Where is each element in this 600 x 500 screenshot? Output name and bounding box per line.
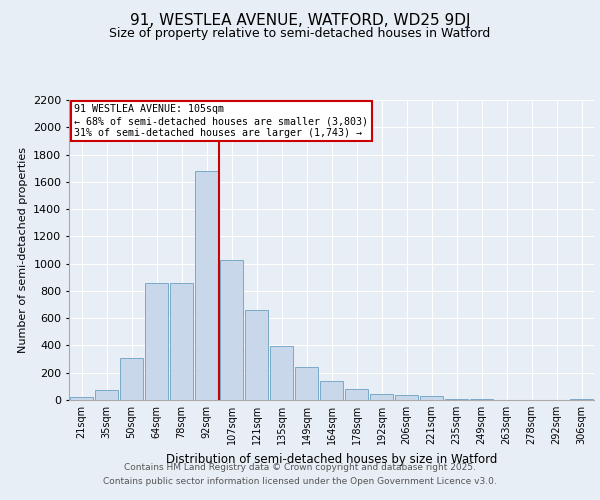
Text: Contains HM Land Registry data © Crown copyright and database right 2025.: Contains HM Land Registry data © Crown c… [124,464,476,472]
Text: 91, WESTLEA AVENUE, WATFORD, WD25 9DJ: 91, WESTLEA AVENUE, WATFORD, WD25 9DJ [130,12,470,28]
Bar [270,346,293,400]
Bar [70,398,93,400]
Bar [320,381,343,400]
Bar [145,282,168,400]
Y-axis label: Number of semi-detached properties: Number of semi-detached properties [17,147,28,353]
Bar [345,389,368,400]
Bar [170,282,193,400]
Bar [370,394,393,400]
Bar [420,396,443,400]
Bar [395,394,418,400]
Text: 91 WESTLEA AVENUE: 105sqm
← 68% of semi-detached houses are smaller (3,803)
31% : 91 WESTLEA AVENUE: 105sqm ← 68% of semi-… [74,104,368,138]
Bar [120,358,143,400]
Bar [95,390,118,400]
Bar [445,398,468,400]
Text: Size of property relative to semi-detached houses in Watford: Size of property relative to semi-detach… [109,28,491,40]
Bar [570,398,593,400]
Text: Contains public sector information licensed under the Open Government Licence v3: Contains public sector information licen… [103,477,497,486]
Bar [195,171,218,400]
Bar [220,260,243,400]
X-axis label: Distribution of semi-detached houses by size in Watford: Distribution of semi-detached houses by … [166,452,497,466]
Bar [295,366,318,400]
Bar [245,310,268,400]
